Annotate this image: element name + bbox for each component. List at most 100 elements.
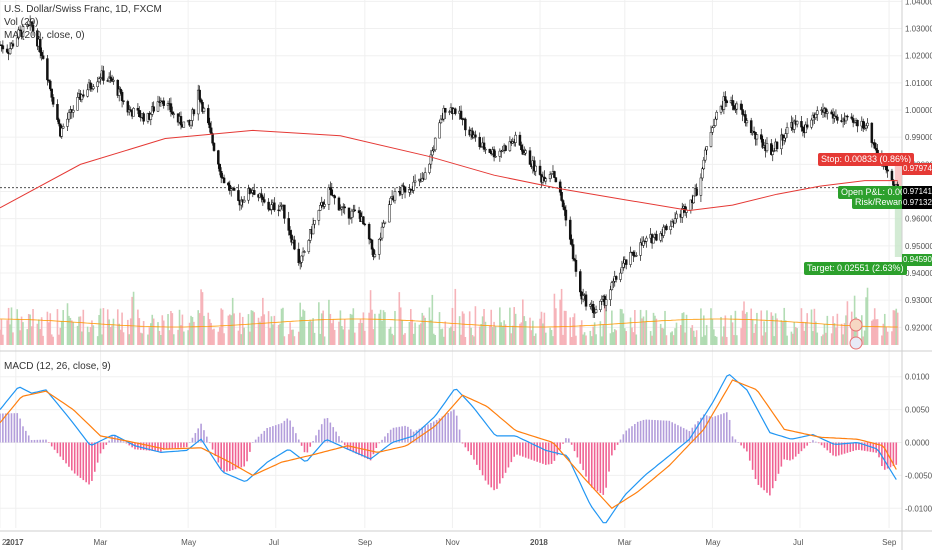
macd-histogram-bar — [320, 424, 323, 443]
candle-body — [514, 134, 517, 143]
candle-body — [347, 207, 351, 219]
macd-histogram-bar — [76, 442, 79, 476]
macd-histogram-bar — [27, 435, 30, 443]
candle-body — [277, 209, 280, 211]
volume-bar — [872, 319, 875, 345]
macd-histogram-bar — [343, 442, 346, 446]
candle-body — [609, 289, 612, 300]
volume-bar — [257, 317, 260, 345]
volume-bar — [320, 313, 323, 345]
volume-bar — [292, 329, 294, 345]
macd-histogram-bar — [507, 442, 510, 468]
volume-bar — [349, 313, 352, 345]
symbol-legend[interactable]: U.S. Dollar/Swiss Franc, 1D, FXCM — [4, 4, 162, 15]
volume-bar — [381, 320, 383, 345]
volume-bar — [131, 296, 133, 345]
volume-bar — [81, 331, 83, 345]
macd-histogram-bar — [866, 442, 869, 452]
volume-bar — [339, 310, 342, 345]
macd-histogram-bar — [96, 442, 99, 463]
candle-body — [554, 177, 558, 183]
macd-histogram-bar — [13, 413, 16, 443]
candle-body — [492, 149, 496, 158]
volume-bar — [590, 336, 593, 345]
macd-histogram-bar — [211, 442, 214, 450]
candle-body — [844, 115, 848, 122]
macd-histogram-bar — [326, 418, 329, 443]
candle-body — [330, 189, 334, 196]
candle-body — [459, 110, 463, 119]
candle-body — [363, 223, 367, 226]
macd-histogram-bar — [65, 442, 67, 464]
volume-bar — [761, 335, 764, 345]
volume-bar — [700, 308, 702, 345]
event-flag-icon[interactable] — [849, 336, 863, 350]
volume-bar — [605, 310, 607, 345]
volume-bar — [534, 333, 537, 345]
volume-bar — [358, 323, 360, 345]
candle-body — [301, 251, 305, 257]
macd-histogram-bar — [671, 422, 673, 443]
volume-bar — [736, 335, 738, 345]
volume-bar — [142, 321, 145, 345]
target-label[interactable]: Target: 0.02551 (2.63%) — [804, 262, 907, 275]
macd-legend[interactable]: MACD (12, 26, close, 9) — [4, 361, 111, 372]
candle-body — [250, 192, 253, 195]
macd-histogram-bar — [751, 442, 754, 470]
candle-body — [207, 108, 210, 124]
volume-bar — [262, 297, 264, 345]
candle-body — [303, 251, 306, 253]
macd-histogram-bar — [619, 439, 622, 443]
volume-bar — [348, 329, 350, 345]
macd-histogram-bar — [886, 442, 889, 469]
candle-body — [369, 238, 372, 241]
volume-legend[interactable]: Vol (20) — [4, 17, 39, 28]
macd-histogram-bar — [723, 413, 725, 443]
macd-histogram-bar — [470, 442, 472, 456]
ma-legend[interactable]: MA (200, close, 0) — [4, 30, 85, 41]
volume-bar — [92, 325, 95, 345]
event-flag-icon[interactable] — [849, 318, 863, 332]
macd-histogram-bar — [550, 442, 553, 464]
macd-histogram-bar — [838, 442, 840, 456]
volume-bar — [783, 307, 786, 345]
candle-body — [362, 216, 365, 225]
volume-bar — [725, 336, 728, 345]
time-tick-label: May — [181, 538, 196, 547]
candle-body — [629, 251, 632, 265]
volume-bar — [401, 320, 403, 345]
macd-histogram-bar — [519, 442, 521, 456]
volume-bar — [579, 325, 582, 345]
candle-body — [76, 97, 79, 111]
event-markers[interactable] — [849, 318, 863, 350]
volume-bar — [622, 313, 625, 345]
volume-bar — [804, 322, 807, 345]
volume-bar — [230, 315, 233, 345]
stop-label[interactable]: Stop: 0.00833 (0.86%) — [818, 153, 915, 166]
candle-body — [142, 113, 145, 122]
volume-bar — [137, 309, 139, 345]
volume-bar — [572, 317, 574, 345]
volume-bar — [863, 330, 866, 345]
volume-bar — [392, 335, 395, 345]
open-pl-label[interactable]: Open P&L: 0.0009 — [838, 186, 919, 199]
candle-body — [102, 70, 105, 81]
volume-bar — [430, 319, 432, 345]
volume-bar — [398, 292, 401, 345]
volume-bar — [810, 309, 813, 345]
volume-bar — [852, 325, 854, 345]
volume-bar — [451, 307, 454, 345]
time-tick-label: Mar — [618, 538, 632, 547]
candle-body — [584, 294, 588, 307]
risk-reward-label[interactable]: Risk/Reward — [852, 196, 910, 209]
macd-histogram-bar — [404, 425, 406, 443]
candle-body — [523, 152, 526, 155]
volume-bar — [544, 332, 547, 345]
candle-body — [340, 207, 344, 210]
volume-bar — [434, 335, 437, 345]
candle-body — [198, 89, 201, 100]
volume-bar — [611, 310, 613, 345]
volume-bar — [694, 336, 696, 345]
volume-bar — [680, 325, 682, 345]
